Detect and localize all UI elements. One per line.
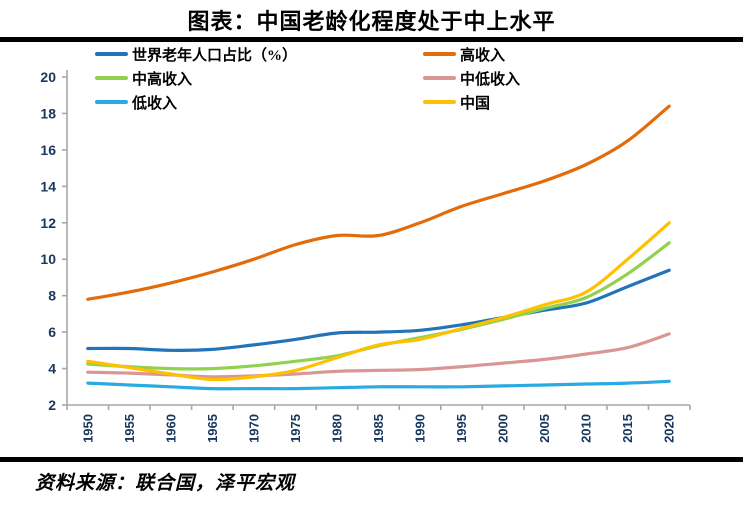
x-axis-label: 2005	[537, 414, 552, 443]
chart-legend: 世界老年人口占比（%） 高收入中高收入 中低收入低收入 中国	[95, 42, 520, 114]
source-note: 资料来源：联合国，泽平宏观	[35, 473, 296, 494]
legend-item-0: 世界老年人口占比（%）	[95, 44, 423, 65]
series-line-5	[86, 221, 671, 382]
legend-item-5: 中国	[423, 92, 520, 113]
series-line-0	[86, 268, 671, 352]
x-axis-label: 1980	[329, 414, 344, 443]
x-axis-label: 2000	[496, 414, 511, 443]
legend-label: 中低收入	[460, 71, 521, 88]
y-axis-label: 20	[40, 69, 56, 85]
legend-label: 高收入	[460, 47, 506, 64]
x-axis-label: 1955	[122, 414, 137, 443]
x-axis-label: 2020	[662, 414, 677, 443]
series-line-3	[86, 332, 671, 379]
legend-line-icon	[95, 76, 128, 80]
x-axis-label: 1970	[246, 414, 261, 443]
x-axis-label: 1990	[413, 414, 428, 443]
legend-item-3: 中低收入	[423, 68, 520, 89]
x-axis-label: 1995	[454, 414, 469, 443]
y-axis-label: 4	[48, 361, 56, 377]
y-axis-label: 18	[40, 105, 56, 121]
x-axis-label: 1965	[205, 414, 220, 443]
legend-label: 中国	[460, 95, 491, 112]
legend-line-icon	[423, 52, 456, 56]
x-axis-label: 1960	[163, 414, 178, 443]
x-axis-label: 1975	[288, 414, 303, 443]
legend-line-icon	[423, 100, 456, 104]
legend-item-4: 低收入	[95, 92, 423, 113]
legend-label: 低收入	[132, 95, 178, 112]
x-axis-label: 1985	[371, 414, 386, 443]
x-axis-label: 2015	[620, 414, 635, 443]
legend-label: 世界老年人口占比（%）	[132, 47, 298, 64]
series-line-4	[86, 379, 671, 391]
series-line-1	[86, 104, 671, 301]
x-axis-label: 2010	[579, 414, 594, 443]
page-title: 图表：中国老龄化程度处于中上水平	[187, 9, 556, 34]
footer-divider	[0, 457, 743, 462]
y-axis-label: 2	[48, 397, 56, 413]
x-axis-label: 1950	[80, 414, 95, 443]
y-axis-label: 14	[40, 178, 56, 194]
legend-line-icon	[423, 76, 456, 80]
y-axis-label: 10	[40, 251, 56, 267]
line-chart: 2 4 6 8 10 12 14 16 18 20 1950 1955 1960 1965 1970 1975…	[40, 69, 691, 443]
y-axis-label: 12	[40, 215, 56, 231]
y-axis-label: 16	[40, 142, 56, 158]
legend-item-2: 中高收入	[95, 68, 423, 89]
y-axis-label: 6	[48, 324, 56, 340]
y-axis-label: 8	[48, 288, 56, 304]
title-divider	[0, 37, 743, 42]
legend-item-1: 高收入	[423, 44, 520, 65]
legend-line-icon	[95, 52, 128, 56]
legend-line-icon	[95, 100, 128, 104]
legend-label: 中高收入	[132, 71, 193, 88]
